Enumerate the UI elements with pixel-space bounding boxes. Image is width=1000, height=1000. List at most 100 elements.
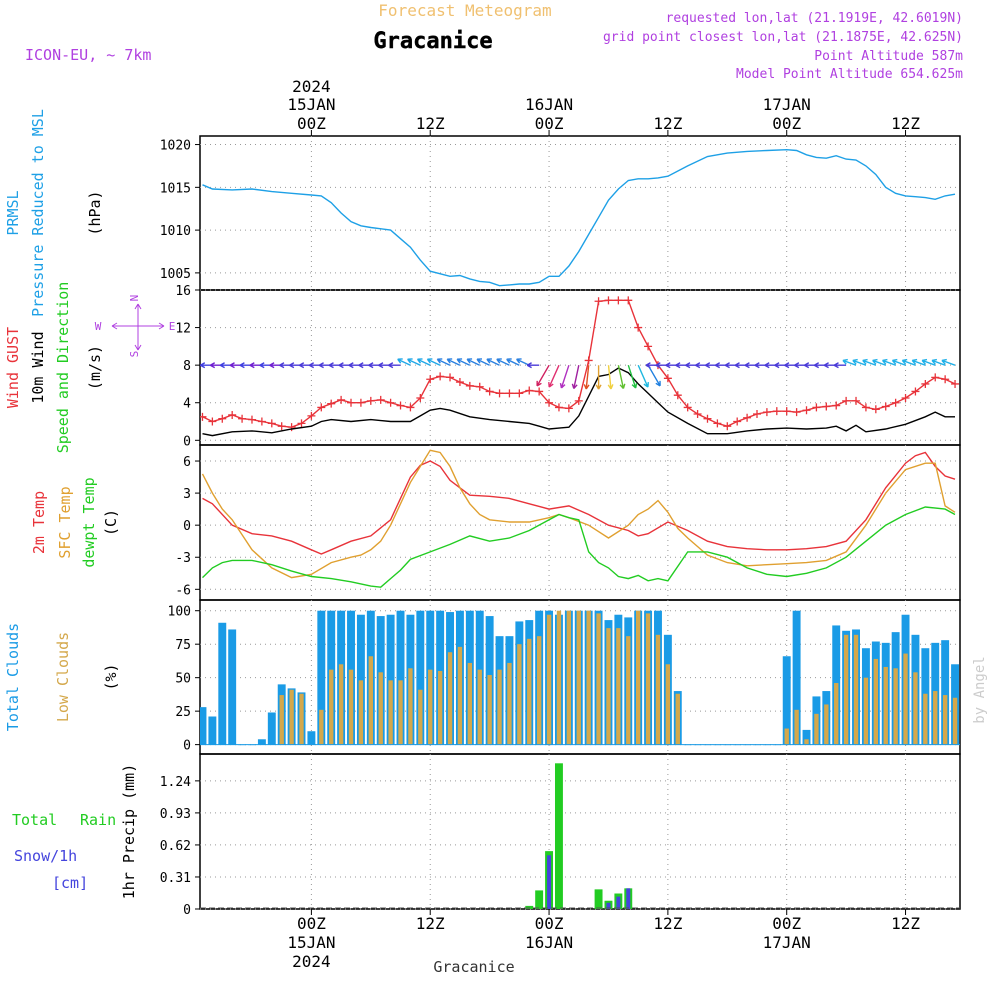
gust-marker (832, 401, 841, 410)
gust-marker (554, 403, 563, 412)
gust-marker (218, 414, 227, 423)
temperature-ytick-label: 3 (183, 487, 191, 502)
snow-bar (606, 902, 611, 909)
bottom-time-label: 15JAN (287, 933, 335, 952)
wind-arrow (637, 364, 649, 388)
gridpoint-coords: grid point closest lon,lat (21.1875E, 42… (603, 30, 963, 45)
temperature-axis-label: (C) (102, 509, 120, 536)
gust-marker (772, 407, 781, 416)
low-cloud-bar (507, 662, 512, 745)
wind-arrow (881, 358, 896, 366)
wind-arrow (627, 364, 638, 389)
gust-marker (812, 403, 821, 412)
compass-ns-arrow (134, 303, 142, 351)
wind-series (200, 296, 960, 437)
gust-marker (634, 323, 643, 332)
bottom-time-label: 16JAN (525, 933, 573, 952)
total-cloud-bar (356, 614, 365, 745)
temperature-ytick-label: 6 (183, 455, 191, 470)
compass-w: W (95, 320, 102, 333)
top-time-label: 17JAN (763, 95, 811, 114)
gust-marker (584, 356, 593, 365)
low-cloud-bar (299, 693, 304, 745)
top-time-label: 00Z (535, 114, 564, 133)
gust-marker (762, 408, 771, 417)
gust-marker (307, 411, 316, 420)
temperature-ytick-label: 0 (183, 519, 191, 534)
low-cloud-bar (546, 614, 552, 745)
snow-bar (547, 855, 552, 909)
low-cloud-bar (398, 680, 403, 745)
low-cloud-bar (883, 666, 888, 745)
wind-ytick-label: 8 (183, 359, 191, 374)
gust-marker (208, 417, 217, 426)
pressure-ytick-label: 1010 (160, 224, 191, 239)
total-cloud-bar (386, 614, 395, 745)
low-cloud-bar (853, 634, 859, 745)
model-altitude: Model Point Altitude 654.625m (736, 67, 963, 82)
wind-ytick-label: 0 (183, 434, 191, 449)
precipitation-series (200, 763, 960, 909)
low-cloud-bar (517, 644, 522, 745)
header: Forecast Meteogram Gracanice ICON-EU, ~ … (25, 1, 963, 82)
super-title: Forecast Meteogram (378, 1, 551, 20)
gust-marker (455, 378, 464, 387)
pressure-axis-label: (hPa) (86, 190, 104, 235)
gust-marker (574, 396, 583, 405)
station-title: Gracanice (373, 29, 492, 54)
precipitation-ytick-label: 0.31 (160, 871, 191, 886)
wind-ytick-label: 12 (175, 322, 191, 337)
clouds-ytick-label: 0 (183, 739, 191, 754)
low-cloud-bar (368, 656, 373, 745)
top-time-label: 15JAN (287, 95, 335, 114)
low-cloud-bar (437, 670, 443, 745)
gust-marker (871, 405, 880, 414)
compass-n: N (128, 295, 141, 302)
gust-marker (287, 423, 296, 432)
bottom-time-label: 12Z (653, 914, 682, 933)
gust-marker (852, 396, 861, 405)
gust-marker (693, 410, 702, 418)
low-cloud-bar (497, 669, 502, 745)
total-cloud-bar (792, 610, 801, 745)
gust-marker (753, 410, 762, 418)
wind-ytick-label: 16 (175, 284, 191, 299)
gust-marker (911, 387, 920, 396)
precipitation-ytick-label: 1.24 (160, 775, 191, 790)
low-cloud-bar (942, 695, 948, 745)
wind-ytick-label: 4 (183, 397, 191, 412)
top-year-label: 2024 (292, 77, 331, 96)
low-cloud-bar (536, 636, 542, 745)
wind-arrow (595, 365, 602, 390)
panel-wind: 0 4 8 12 16 Wind GUST 10m Wind Speed and Direct… (4, 282, 961, 453)
gust-marker (200, 412, 207, 421)
compass-rose: W E N S (95, 295, 176, 358)
low-cloud-bar (923, 693, 928, 745)
time-axis: 202415JAN00Z00Z15JAN202412Z12Z16JAN00Z00… (287, 77, 988, 976)
total-cloud-bar (396, 610, 405, 745)
wind-arrow (911, 358, 926, 366)
rain-legend-word: Rain (80, 811, 116, 829)
low-cloud-bar (289, 689, 294, 745)
low-cloud-bar (418, 689, 423, 745)
wind-arrow (407, 358, 421, 366)
low-cloud-bar (616, 628, 621, 745)
gust-marker (644, 342, 653, 351)
wind-arrow (436, 358, 451, 366)
precipitation-ytick-label: 0 (183, 903, 191, 918)
low-cloud-bar (606, 628, 611, 745)
rain-bar (554, 763, 563, 909)
snow-unit-word: [cm] (52, 874, 88, 892)
total-cloud-bar (317, 610, 326, 745)
gust-marker (416, 394, 425, 403)
wind-arrow (397, 358, 411, 366)
gust-marker (347, 398, 356, 407)
gust-marker (545, 398, 554, 407)
low-cloud-bar (338, 664, 344, 745)
bottom-time-label: 12Z (416, 914, 445, 933)
temperature-line-sfc-temp (201, 449, 956, 579)
low-cloud-bar (952, 697, 958, 745)
gust-marker (515, 389, 524, 398)
bottom-time-label: 00Z (297, 914, 326, 933)
